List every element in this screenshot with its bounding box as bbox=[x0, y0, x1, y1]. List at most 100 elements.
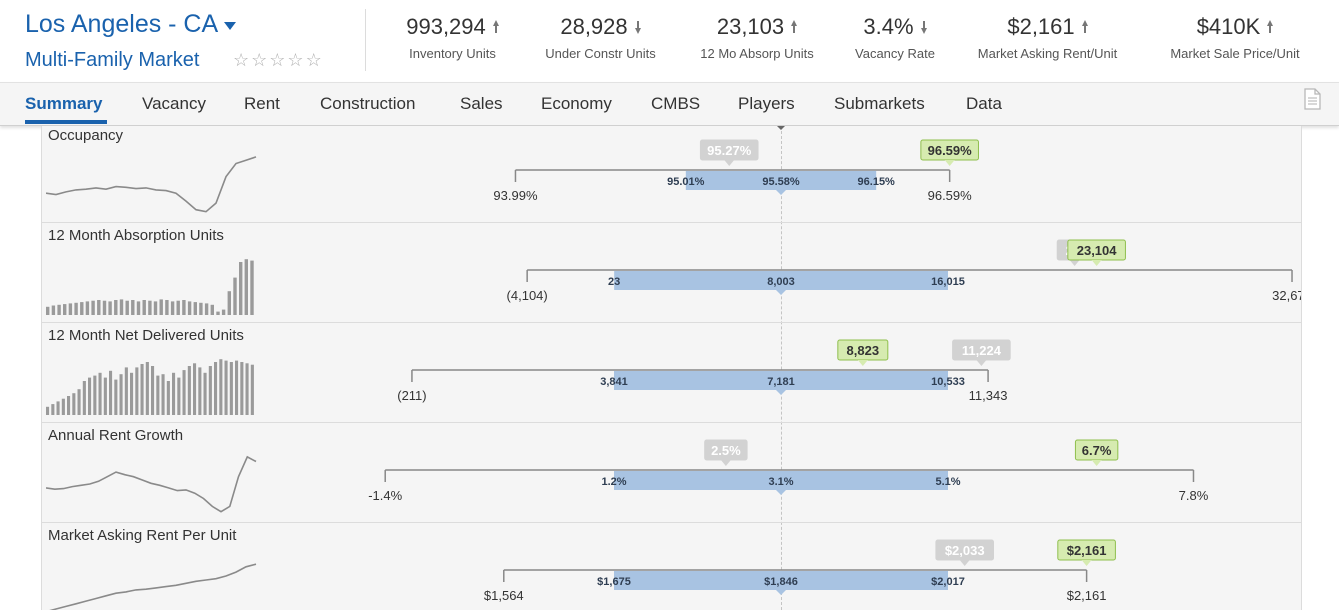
sparkline-bar bbox=[182, 370, 186, 415]
sparkline-bar bbox=[91, 300, 95, 315]
market-selector[interactable]: Los Angeles - CA bbox=[25, 10, 237, 39]
callout-pointer bbox=[944, 160, 955, 166]
arrow-up-icon bbox=[492, 20, 499, 34]
current-value-callout: 23,104 bbox=[1067, 239, 1126, 266]
sparkline-bar bbox=[176, 300, 180, 315]
callout-label: 8,823 bbox=[847, 343, 880, 358]
range-max-label: 11,343 bbox=[969, 388, 1008, 403]
callout-pointer bbox=[1091, 460, 1102, 466]
kpi-absorption: 23,103 12 Mo Absorp Units bbox=[682, 14, 832, 61]
sparkline-bar bbox=[119, 299, 124, 315]
metric-row-rent-growth: Annual Rent Growth 1.2% 3.1% 5.1% -1.4% 7.8%… bbox=[42, 423, 1301, 523]
minus-one-sd-label: 95.01% bbox=[667, 176, 705, 188]
metric-title: Occupancy bbox=[48, 127, 124, 144]
average-label: 3.1% bbox=[768, 476, 793, 488]
callout-pointer bbox=[959, 560, 970, 566]
callout-label: 23,104 bbox=[1077, 243, 1118, 258]
sparkline-bar bbox=[102, 300, 107, 315]
sparkline-bar bbox=[114, 379, 118, 415]
kpi-strip: 993,294 Inventory Units 28,928 Under Con… bbox=[380, 14, 1325, 70]
tab-cmbs[interactable]: CMBS bbox=[651, 94, 701, 113]
header-divider bbox=[365, 9, 366, 71]
sparkline-bar bbox=[216, 311, 220, 315]
current-value-callout: 6.7% bbox=[1074, 439, 1119, 466]
tab-rent[interactable]: Rent bbox=[244, 94, 280, 113]
metric-title: 12 Month Absorption Units bbox=[48, 227, 224, 244]
kpi-value: $410K bbox=[1196, 14, 1261, 39]
market-header: Los Angeles - CA Multi-Family Market ☆ ☆… bbox=[0, 0, 1339, 82]
range-chart: 95.01% 95.58% 96.15% 93.99% 96.59% 95.27% 96.5… bbox=[493, 139, 979, 203]
prior-value-callout: $2,033 bbox=[935, 539, 995, 566]
callout-label: 95.27% bbox=[707, 143, 752, 158]
star-icon[interactable]: ☆ bbox=[287, 50, 304, 70]
sparkline-bar bbox=[239, 262, 243, 315]
average-marker bbox=[776, 126, 786, 130]
sparkline-bar bbox=[187, 301, 192, 315]
tab-sales[interactable]: Sales bbox=[460, 94, 503, 113]
callout-pointer bbox=[720, 460, 731, 466]
minus-one-sd-label: 23 bbox=[608, 276, 620, 288]
star-icon[interactable]: ☆ bbox=[305, 50, 322, 70]
tab-data[interactable]: Data bbox=[966, 94, 1002, 113]
kpi-value: 23,103 bbox=[716, 14, 785, 39]
tab-submarkets[interactable]: Submarkets bbox=[834, 94, 925, 113]
sparkline-bar bbox=[46, 306, 50, 315]
sparkline-bar bbox=[131, 300, 135, 315]
sparkline-bar bbox=[198, 367, 202, 415]
tab-summary[interactable]: Summary bbox=[25, 94, 103, 113]
rating-stars[interactable]: ☆ ☆ ☆ ☆ ☆ bbox=[233, 50, 322, 70]
caret-down-icon[interactable] bbox=[224, 21, 237, 30]
callout-pointer bbox=[724, 160, 735, 166]
callout-label: 96.59% bbox=[928, 143, 973, 158]
sparkline-path bbox=[49, 563, 257, 610]
sparkline-bar bbox=[142, 300, 146, 315]
star-icon[interactable]: ☆ bbox=[269, 50, 286, 70]
kpi-vacancy: 3.4% Vacancy Rate bbox=[840, 14, 950, 61]
std-dev-band bbox=[614, 571, 948, 590]
sparkline-bar bbox=[68, 303, 73, 315]
sparkline-bar bbox=[97, 300, 101, 315]
plus-one-sd-label: $2,017 bbox=[931, 576, 965, 588]
kpi-value: 993,294 bbox=[406, 14, 486, 39]
sparkline-bar bbox=[145, 362, 149, 415]
range-min-label: 93.99% bbox=[493, 188, 538, 203]
arrow-up-icon bbox=[1081, 20, 1088, 34]
star-icon[interactable]: ☆ bbox=[233, 50, 250, 70]
kpi-under-construction: 28,928 Under Constr Units bbox=[528, 14, 673, 61]
sparkline-bar bbox=[177, 377, 181, 415]
active-tab-indicator bbox=[25, 120, 107, 124]
sparkline-bar bbox=[187, 366, 191, 415]
metric-row-net-delivered: 12 Month Net Delivered Units 3,841 7,181 1… bbox=[42, 323, 1301, 423]
sparkline-bar bbox=[77, 389, 81, 415]
callout-label: $2,161 bbox=[1067, 543, 1107, 558]
star-icon[interactable]: ☆ bbox=[251, 50, 268, 70]
sparkline-bar bbox=[244, 259, 248, 315]
kpi-label: Inventory Units bbox=[409, 46, 496, 61]
sparkline-bar bbox=[182, 300, 186, 315]
tab-economy[interactable]: Economy bbox=[541, 94, 612, 113]
tab-vacancy[interactable]: Vacancy bbox=[142, 94, 206, 113]
metric-title: 12 Month Net Delivered Units bbox=[48, 327, 244, 344]
sparkline-bar bbox=[229, 362, 233, 415]
document-icon[interactable] bbox=[1303, 88, 1321, 110]
kpi-inventory: 993,294 Inventory Units bbox=[380, 14, 525, 61]
market-title[interactable]: Los Angeles - CA bbox=[25, 10, 219, 38]
callout-pointer bbox=[976, 360, 987, 366]
minus-one-sd-label: 1.2% bbox=[601, 476, 626, 488]
minus-one-sd-label: 3,841 bbox=[600, 376, 628, 388]
prior-value-callout: 95.27% bbox=[699, 139, 759, 166]
kpi-label: Vacancy Rate bbox=[855, 46, 935, 61]
kpi-value: 3.4% bbox=[863, 14, 914, 39]
sparkline-bar bbox=[172, 372, 176, 415]
tab-players[interactable]: Players bbox=[738, 94, 795, 113]
sparkline-bar bbox=[98, 372, 102, 415]
sparkline-bar bbox=[61, 398, 65, 415]
sparkline-bar bbox=[88, 377, 92, 415]
callout-label: $2,033 bbox=[945, 543, 985, 558]
average-label: 7,181 bbox=[767, 376, 795, 388]
arrow-down-icon bbox=[920, 20, 927, 34]
metric-row-absorption: 12 Month Absorption Units 23 8,003 16,015 (… bbox=[42, 223, 1301, 323]
tab-construction[interactable]: Construction bbox=[320, 94, 416, 113]
sparkline-bar bbox=[103, 377, 107, 415]
range-min-label: (4,104) bbox=[507, 288, 548, 303]
